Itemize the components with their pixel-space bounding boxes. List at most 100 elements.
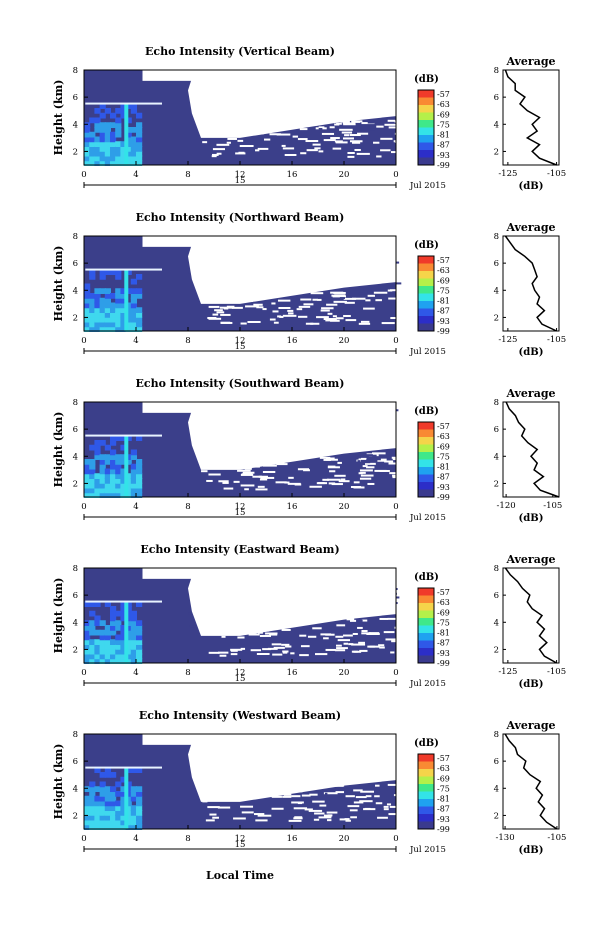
heatmap-cell [94,644,101,650]
heatmap-cell [99,136,106,143]
heatmap-cell [115,620,122,626]
average-y-tick-label: 6 [494,425,499,435]
y-tick-label: 6 [73,259,78,269]
heatmap-cell [136,824,143,830]
heatmap-cell [353,481,360,484]
heatmap-cell [211,155,217,158]
heatmap-cell [360,790,375,793]
heatmap-cell [94,302,101,309]
heatmap-cell [115,150,122,157]
y-tick-label: 4 [73,452,78,462]
heatmap-cell [281,628,291,631]
x-tick-label: 4 [133,170,138,180]
average-x-label: (dB) [519,679,544,690]
heatmap-cell [125,786,132,792]
heatmap-cell [94,601,101,607]
heatmap-cell [130,620,137,626]
heatmap-cell [136,326,143,332]
heatmap-cell [282,314,297,317]
heatmap-cell [104,644,111,650]
x-tick-label: 12 [235,170,246,180]
heatmap-cell [125,805,132,811]
heatmap-cell [130,482,137,489]
heatmap-cell [349,619,357,622]
heatmap-cell [99,795,106,802]
heatmap-cell [239,145,254,148]
heatmap-cell [241,811,254,814]
heatmap-cell [110,269,117,275]
colorbar-tick-label: -69 [437,276,450,285]
heatmap-cell [136,810,143,816]
heatmap-cell [104,302,111,309]
heatmap-cell [115,435,122,441]
day-label: 15 [235,342,246,352]
y-axis-label: Height (km) [52,246,65,322]
heatmap-cell [136,274,143,280]
heatmap-cell [120,601,127,607]
heatmap-cell [393,794,402,797]
heatmap-cell [347,151,355,154]
heatmap-cell [351,120,363,123]
colorbar-segment [418,754,434,762]
heatmap-cell [136,131,143,138]
heatmap-cell [125,824,132,830]
heatmap-cell [309,793,318,796]
heatmap-cell [104,321,111,328]
colorbar-segment [418,142,434,151]
heatmap-cell [136,795,143,802]
colorbar-segment [418,422,434,430]
heatmap-cell [94,440,101,446]
heatmap-cell [115,810,122,816]
heatmap-cell [339,128,353,131]
heatmap-cell [298,305,311,308]
heatmap-cell [120,454,127,460]
colorbar-segment [418,97,434,106]
heatmap-cell [326,478,341,481]
heatmap-cell [130,155,137,162]
colorbar-tick-label: -63 [437,100,450,109]
heatmap-cell [255,819,268,822]
heatmap-cell [136,601,143,607]
heatmap-cell [130,326,137,332]
y-axis-label: Height (km) [52,80,65,156]
x-tick-label: 0 [81,502,86,512]
colorbar-tick-label: -99 [437,493,450,502]
heatmap-cell [125,131,132,138]
heatmap-cell [271,807,284,810]
heatmap-cell [125,103,132,109]
heatmap-cell [136,819,143,826]
heatmap-cell [84,463,91,470]
heatmap-cell [120,468,127,475]
heatmap-cell [375,802,383,805]
heatmap-cell [94,805,101,811]
panel-5: Echo Intensity (Westward Beam) 2 4 6 8 Height… [52,709,566,856]
heatmap-cell [303,469,310,472]
heatmap-cell [136,312,143,318]
heatmap-cell [365,462,376,465]
heatmap-cell [89,648,96,655]
heatmap-cell [288,476,294,479]
heatmap-cell [373,141,380,144]
heatmap-cell [371,452,386,455]
colorbar-tick-label: -81 [437,629,450,638]
heatmap-cell [115,108,122,114]
heatmap-cell [89,487,96,494]
heatmap-cell [84,629,91,636]
heatmap-cell [285,645,292,648]
heatmap-cell [104,478,111,484]
heatmap-cell [360,471,366,474]
average-y-tick-label: 8 [494,730,499,740]
heatmap-cell [110,653,117,660]
heatmap-cell [115,459,122,465]
heatmap-cell [115,312,122,318]
heatmap-cell [89,444,96,451]
colorbar-tick-label: -87 [437,307,450,316]
average-y-tick-label: 8 [494,398,499,408]
heatmap-cell [99,122,106,128]
heatmap-cell [104,454,111,460]
heatmap-cell [130,814,137,821]
colorbar-tick-label: -75 [437,452,450,461]
y-tick-label: 8 [73,564,78,574]
heatmap-cell [327,312,333,315]
heatmap-cell [84,293,91,299]
